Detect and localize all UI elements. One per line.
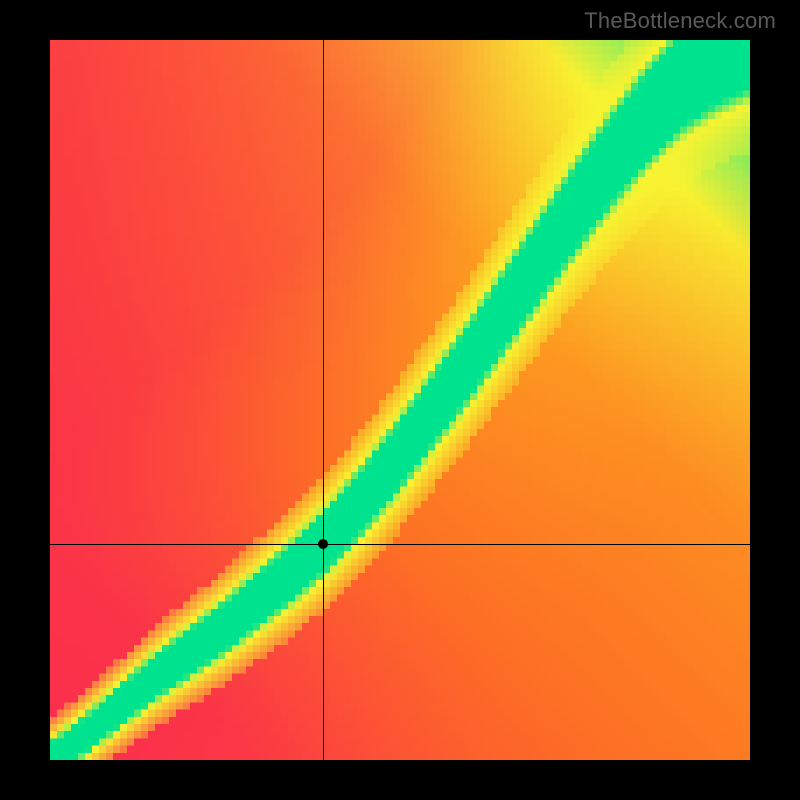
- marker-dot: [318, 539, 328, 549]
- crosshair-horizontal: [50, 544, 750, 545]
- heatmap-canvas: [50, 40, 750, 760]
- watermark-text: TheBottleneck.com: [584, 8, 776, 34]
- crosshair-vertical: [323, 40, 324, 760]
- bottleneck-heatmap: [50, 40, 750, 760]
